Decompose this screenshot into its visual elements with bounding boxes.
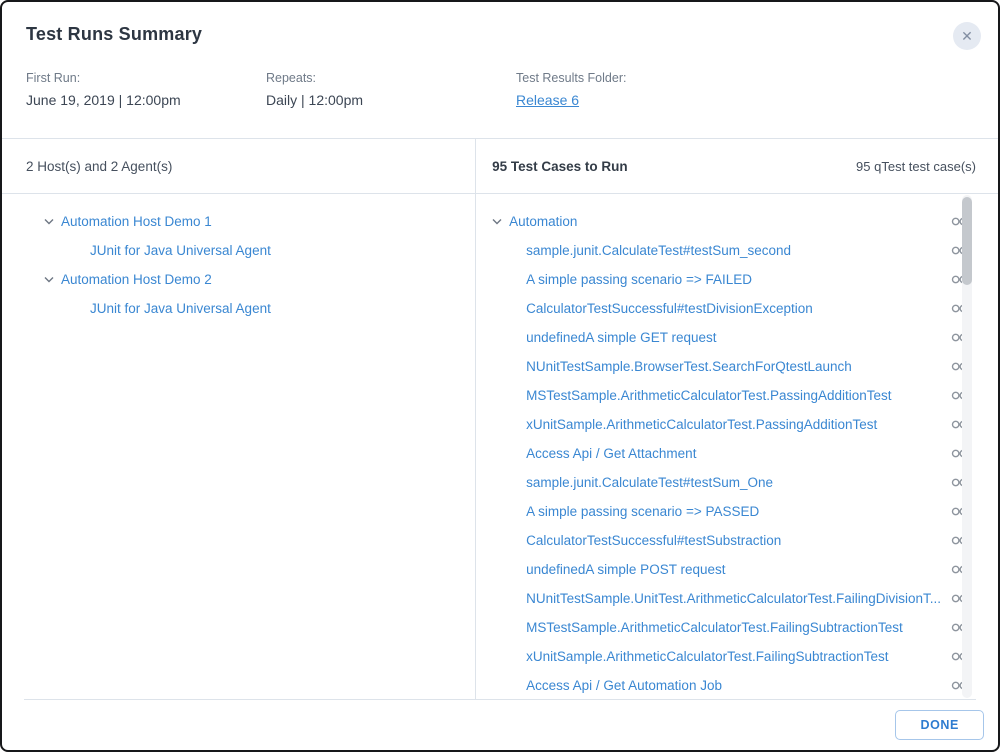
dialog-footer: DONE [24, 699, 984, 750]
agent-link[interactable]: JUnit for Java Universal Agent [90, 301, 271, 316]
test-case-link[interactable]: xUnitSample.ArithmeticCalculatorTest.Fai… [526, 649, 889, 664]
tree-row: Automation [476, 207, 968, 236]
tree-row: CalculatorTestSuccessful#testSubstractio… [476, 526, 968, 555]
done-button[interactable]: DONE [895, 710, 984, 740]
tree-row: MSTestSample.ArithmeticCalculatorTest.Pa… [476, 381, 968, 410]
test-case-link[interactable]: MSTestSample.ArithmeticCalculatorTest.Pa… [526, 388, 892, 403]
panels-area: 2 Host(s) and 2 Agent(s) Automation Host… [2, 138, 998, 699]
test-case-link[interactable]: A simple passing scenario => FAILED [526, 272, 752, 287]
tree-row: undefinedA simple POST request [476, 555, 968, 584]
test-case-link[interactable]: Access Api / Get Attachment [526, 446, 697, 461]
tree-row: xUnitSample.ArithmeticCalculatorTest.Fai… [476, 642, 968, 671]
page-title: Test Runs Summary [26, 24, 203, 44]
summary-meta-row: First Run: June 19, 2019 | 12:00pm Repea… [2, 45, 998, 108]
hosts-count-text: 2 Host(s) and 2 Agent(s) [26, 158, 173, 174]
tree-row: CalculatorTestSuccessful#testDivisionExc… [476, 294, 968, 323]
repeats-field: Repeats: Daily | 12:00pm [266, 71, 516, 108]
hosts-tree: Automation Host Demo 1 JUnit for Java Un… [2, 194, 475, 699]
first-run-value: June 19, 2019 | 12:00pm [26, 92, 181, 108]
tree-row: NUnitTestSample.BrowserTest.SearchForQte… [476, 352, 968, 381]
tree-row: Automation Host Demo 2 [2, 265, 475, 294]
tree-row: MSTestSample.ArithmeticCalculatorTest.Fa… [476, 613, 968, 642]
first-run-field: First Run: June 19, 2019 | 12:00pm [26, 71, 266, 108]
test-case-link[interactable]: CalculatorTestSuccessful#testSubstractio… [526, 533, 782, 548]
tree-row: undefinedA simple GET request [476, 323, 968, 352]
test-suite-link[interactable]: Automation [509, 214, 578, 229]
tree-row: JUnit for Java Universal Agent [2, 294, 475, 323]
hosts-panel: 2 Host(s) and 2 Agent(s) Automation Host… [2, 139, 477, 699]
test-cases-count-title: 95 Test Cases to Run [492, 158, 628, 174]
tree-row: NUnitTestSample.UnitTest.ArithmeticCalcu… [476, 584, 968, 613]
tree-row: Access Api / Get Attachment [476, 439, 968, 468]
test-results-folder-label: Test Results Folder: [516, 71, 627, 85]
test-cases-tree: Automation sample.junit.CalculateTest#te… [476, 194, 998, 699]
chevron-down-icon[interactable] [44, 218, 54, 225]
close-icon: ✕ [961, 28, 973, 44]
hosts-panel-header: 2 Host(s) and 2 Agent(s) [2, 139, 476, 194]
close-button[interactable]: ✕ [953, 22, 981, 50]
test-case-link[interactable]: MSTestSample.ArithmeticCalculatorTest.Fa… [526, 620, 903, 635]
test-case-link[interactable]: sample.junit.CalculateTest#testSum_secon… [526, 243, 792, 258]
tree-row: sample.junit.CalculateTest#testSum_secon… [476, 236, 968, 265]
agent-link[interactable]: JUnit for Java Universal Agent [90, 243, 271, 258]
test-case-link[interactable]: CalculatorTestSuccessful#testDivisionExc… [526, 301, 813, 316]
tree-row: xUnitSample.ArithmeticCalculatorTest.Pas… [476, 410, 968, 439]
qtest-case-count: 95 qTest test case(s) [856, 158, 976, 174]
dialog-header: Test Runs Summary ✕ [2, 2, 998, 50]
release-folder-link[interactable]: Release 6 [516, 92, 580, 108]
chevron-down-icon[interactable] [44, 276, 54, 283]
tree-row: sample.junit.CalculateTest#testSum_One [476, 468, 968, 497]
test-case-link[interactable]: A simple passing scenario => PASSED [526, 504, 760, 519]
test-case-link[interactable]: Access Api / Get Automation Job [526, 678, 722, 693]
test-case-link[interactable]: undefinedA simple POST request [526, 562, 726, 577]
tree-row: Access Api / Get Automation Job [476, 671, 968, 699]
host-link[interactable]: Automation Host Demo 1 [61, 214, 212, 229]
test-case-link[interactable]: NUnitTestSample.UnitTest.ArithmeticCalcu… [526, 591, 941, 606]
test-case-link[interactable]: xUnitSample.ArithmeticCalculatorTest.Pas… [526, 417, 878, 432]
test-results-folder-field: Test Results Folder: Release 6 [516, 71, 974, 108]
repeats-value: Daily | 12:00pm [266, 92, 364, 108]
chevron-down-icon[interactable] [492, 218, 502, 225]
test-case-link[interactable]: NUnitTestSample.BrowserTest.SearchForQte… [526, 359, 852, 374]
test-cases-panel: 95 Test Cases to Run 95 qTest test case(… [476, 139, 998, 699]
tree-row: Automation Host Demo 1 [2, 207, 475, 236]
test-cases-panel-header: 95 Test Cases to Run 95 qTest test case(… [476, 139, 998, 194]
scrollbar-thumb[interactable] [962, 197, 972, 285]
tree-row: A simple passing scenario => PASSED [476, 497, 968, 526]
scrollbar-track[interactable] [962, 195, 972, 698]
test-case-link[interactable]: sample.junit.CalculateTest#testSum_One [526, 475, 773, 490]
host-link[interactable]: Automation Host Demo 2 [61, 272, 212, 287]
tree-row: A simple passing scenario => FAILED [476, 265, 968, 294]
first-run-label: First Run: [26, 71, 81, 85]
test-case-link[interactable]: undefinedA simple GET request [526, 330, 717, 345]
tree-row: JUnit for Java Universal Agent [2, 236, 475, 265]
repeats-label: Repeats: [266, 71, 317, 85]
